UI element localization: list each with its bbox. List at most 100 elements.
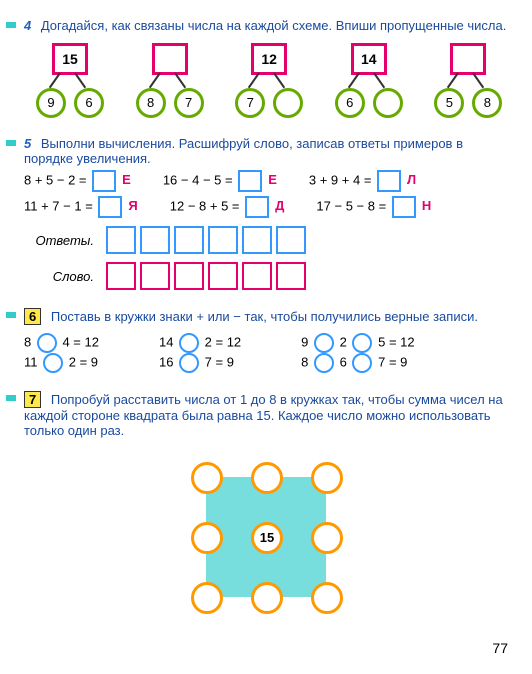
left-circle: 5 <box>434 88 464 118</box>
cipher-letter: Л <box>407 172 416 187</box>
top-square: 14 <box>351 43 387 75</box>
cipher-letter: Е <box>268 172 277 187</box>
answer-box <box>377 170 401 192</box>
equation-row: 11 + 7 − 1 = Я 12 − 8 + 5 = Д 17 − 5 − 8… <box>24 196 508 218</box>
sign-circle <box>37 333 57 353</box>
sign-circle <box>179 333 199 353</box>
left-circle: 8 <box>136 88 166 118</box>
task-marker <box>6 140 16 146</box>
word-slot <box>208 262 238 290</box>
magic-square: 15 <box>181 452 351 622</box>
equation: 17 − 5 − 8 = Н <box>316 196 431 218</box>
eq-text: 17 − 5 − 8 = <box>316 198 386 213</box>
sign-circle <box>314 353 334 373</box>
eq-col: 9 2 5 = 12 8 6 7 = 9 <box>301 333 414 373</box>
page-number: 77 <box>24 640 508 656</box>
task-6: 6 Поставь в кружки знаки + или − так, чт… <box>24 308 508 373</box>
answer-box <box>98 196 122 218</box>
equation: 12 − 8 + 5 = Д <box>170 196 285 218</box>
equation: 8 4 = 12 <box>24 333 99 353</box>
task-number: 5 <box>24 136 31 151</box>
answer-box <box>245 196 269 218</box>
top-square <box>152 43 188 75</box>
task-marker <box>6 22 16 28</box>
slot-circle <box>191 462 223 494</box>
answer-slot <box>174 226 204 254</box>
task-4: 4 Догадайся, как связаны числа на каждой… <box>24 18 508 118</box>
diagram: 146 <box>323 43 409 118</box>
slot-circle <box>311 582 343 614</box>
task-5: 5 Выполни вычисления. Расшифруй слово, з… <box>24 136 508 290</box>
cipher-letter: Д <box>275 198 284 213</box>
task-7: 7 Попробуй расставить числа от 1 до 8 в … <box>24 391 508 622</box>
answer-slot <box>208 226 238 254</box>
right-circle: 7 <box>174 88 204 118</box>
equation: 8 + 5 − 2 = Е <box>24 170 131 192</box>
task-text: Поставь в кружки знаки + или − так, чтоб… <box>51 309 478 324</box>
answer-slot <box>106 226 136 254</box>
task-number: 7 <box>24 391 41 408</box>
answer-slot <box>276 226 306 254</box>
eq-text: 16 − 4 − 5 = <box>163 172 233 187</box>
answer-box <box>92 170 116 192</box>
equation-row: 8 + 5 − 2 = Е 16 − 4 − 5 = Е 3 + 9 + 4 =… <box>24 170 508 192</box>
equation: 11 + 7 − 1 = Я <box>24 196 138 218</box>
task-text: Догадайся, как связаны числа на каждой с… <box>41 18 506 33</box>
center-circle: 15 <box>251 522 283 554</box>
answer-box <box>238 170 262 192</box>
answer-slot <box>242 226 272 254</box>
task-number: 6 <box>24 308 41 325</box>
word-label: Слово. <box>24 269 94 284</box>
answers-label: Ответы. <box>24 233 94 248</box>
equation: 11 2 = 9 <box>24 353 99 373</box>
slot-circle <box>191 582 223 614</box>
task-text: Попробуй расставить числа от 1 до 8 в кр… <box>24 392 503 438</box>
task-marker <box>6 312 16 318</box>
cipher-letter: Н <box>422 198 431 213</box>
eq-text: 12 − 8 + 5 = <box>170 198 240 213</box>
task-text: Выполни вычисления. Расшифруй слово, зап… <box>24 136 463 166</box>
eq-text: 8 + 5 − 2 = <box>24 172 87 187</box>
equation: 3 + 9 + 4 = Л <box>309 170 416 192</box>
right-circle <box>273 88 303 118</box>
slot-circle <box>311 522 343 554</box>
word-row: Слово. <box>24 262 508 290</box>
equation: 16 7 = 9 <box>159 353 241 373</box>
diagram: 127 <box>223 43 309 118</box>
word-slot <box>174 262 204 290</box>
top-square: 12 <box>251 43 287 75</box>
equation: 14 2 = 12 <box>159 333 241 353</box>
sign-circle <box>352 333 372 353</box>
right-circle: 6 <box>74 88 104 118</box>
left-circle: 7 <box>235 88 265 118</box>
word-slot <box>242 262 272 290</box>
task-number: 4 <box>24 18 31 33</box>
slot-circle <box>251 582 283 614</box>
eq-col: 8 4 = 12 11 2 = 9 <box>24 333 99 373</box>
sign-circle <box>314 333 334 353</box>
top-square <box>450 43 486 75</box>
eq-text: 11 + 7 − 1 = <box>24 198 93 213</box>
eq-text: 3 + 9 + 4 = <box>309 172 372 187</box>
diagram: 1596 <box>24 43 110 118</box>
cipher-letter: Я <box>128 198 137 213</box>
answer-slot <box>140 226 170 254</box>
sign-circle <box>179 353 199 373</box>
right-circle: 8 <box>472 88 502 118</box>
slot-circle <box>311 462 343 494</box>
sign-circle <box>352 353 372 373</box>
word-slot <box>106 262 136 290</box>
equation: 16 − 4 − 5 = Е <box>163 170 277 192</box>
top-square: 15 <box>52 43 88 75</box>
answer-box <box>392 196 416 218</box>
eq-col: 14 2 = 12 16 7 = 9 <box>159 333 241 373</box>
word-slot <box>276 262 306 290</box>
diagram-row: 1596 87 127 146 58 <box>24 43 508 118</box>
sign-circle <box>43 353 63 373</box>
equation-row: 8 4 = 12 11 2 = 9 14 2 = 12 16 7 = 9 9 2… <box>24 333 508 373</box>
answers-row: Ответы. <box>24 226 508 254</box>
slot-circle <box>251 462 283 494</box>
diagram: 87 <box>124 43 210 118</box>
slot-circle <box>191 522 223 554</box>
equation: 9 2 5 = 12 <box>301 333 414 353</box>
